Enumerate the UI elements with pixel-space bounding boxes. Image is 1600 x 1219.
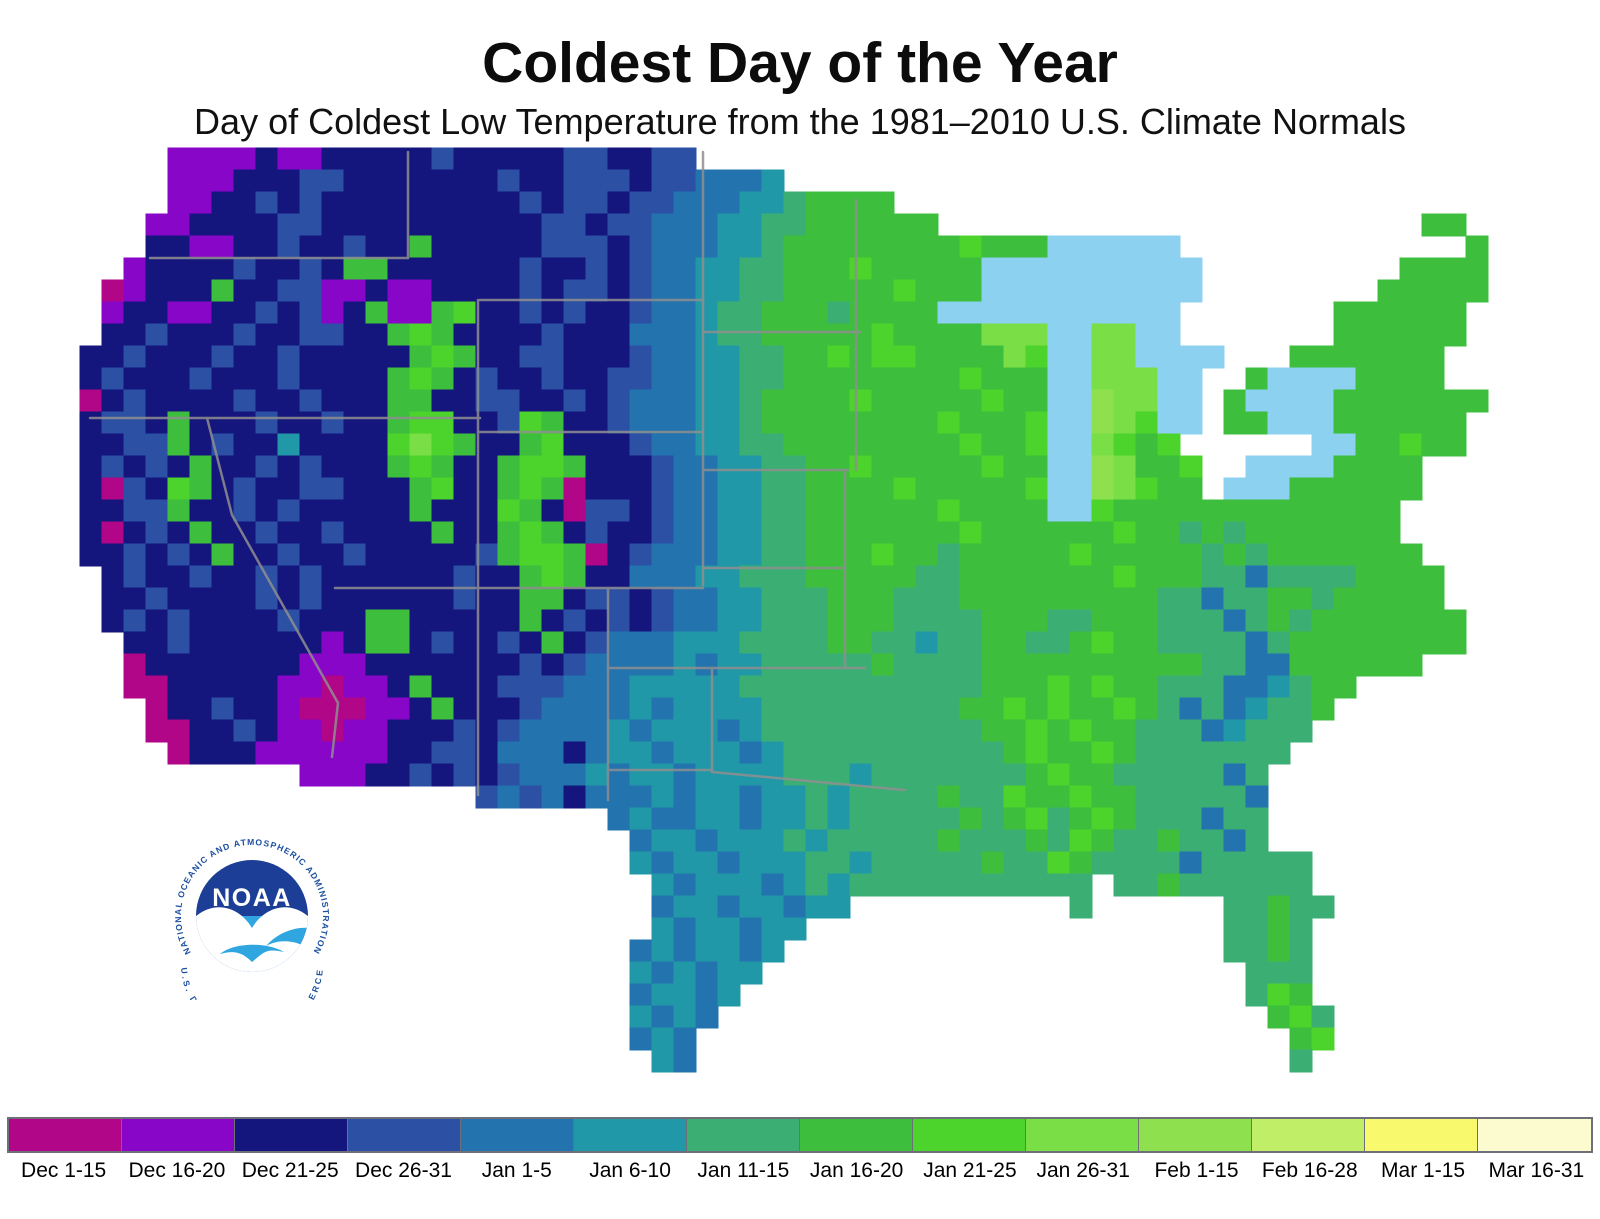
noaa-logo: NOAA NATIONAL OCEANIC AND ATMOSPHERIC AD…	[168, 832, 336, 1000]
legend-label: Dec 21-25	[241, 1159, 339, 1182]
legend-label: Dec 16-20	[128, 1159, 226, 1182]
legend-swatch	[800, 1119, 913, 1151]
legend-swatch	[574, 1119, 687, 1151]
gull-detail-icon	[220, 944, 284, 962]
logo-wordmark: NOAA	[212, 884, 292, 912]
legend-swatch	[122, 1119, 235, 1151]
legend-labels: Dec 1-15 Dec 16-20 Dec 21-25 Dec 26-31 Jan 1…	[7, 1159, 1593, 1183]
legend-swatch	[348, 1119, 461, 1151]
page-title: Coldest Day of the Year	[482, 31, 1118, 95]
legend-swatch	[235, 1119, 348, 1151]
legend-label: Jan 1-5	[481, 1159, 552, 1182]
legend-swatch	[9, 1119, 122, 1151]
legend-swatch	[1365, 1119, 1478, 1151]
legend-label: Mar 16-31	[1488, 1159, 1585, 1182]
legend-label: Dec 26-31	[355, 1159, 452, 1182]
legend-swatch	[687, 1119, 800, 1151]
legend-label: Jan 16-20	[809, 1159, 904, 1182]
state-borders	[88, 150, 907, 802]
legend-label: Feb 16-28	[1261, 1159, 1358, 1182]
gull-icon	[196, 907, 308, 972]
legend-swatch	[913, 1119, 1026, 1151]
legend-label: Jan 6-10	[589, 1159, 671, 1182]
legend-swatch	[1478, 1119, 1591, 1151]
legend-label: Jan 26-31	[1036, 1159, 1130, 1182]
legend-swatch	[1252, 1119, 1365, 1151]
legend-label: Jan 11-15	[697, 1159, 790, 1182]
map-cells	[79, 147, 1489, 1073]
legend-label: Jan 21-25	[923, 1159, 1017, 1182]
legend-label: Dec 1-15	[21, 1159, 107, 1182]
legend-swatches	[7, 1117, 1593, 1153]
legend-swatch	[1026, 1119, 1139, 1151]
legend-label: Feb 1-15	[1154, 1159, 1239, 1182]
legend-label: Mar 1-15	[1381, 1159, 1466, 1182]
legend: Dec 1-15 Dec 16-20 Dec 21-25 Dec 26-31 Jan 1…	[7, 1117, 1593, 1183]
page-subtitle: Day of Coldest Low Temperature from the …	[194, 101, 1406, 142]
legend-swatch	[461, 1119, 574, 1151]
legend-swatch	[1139, 1119, 1252, 1151]
